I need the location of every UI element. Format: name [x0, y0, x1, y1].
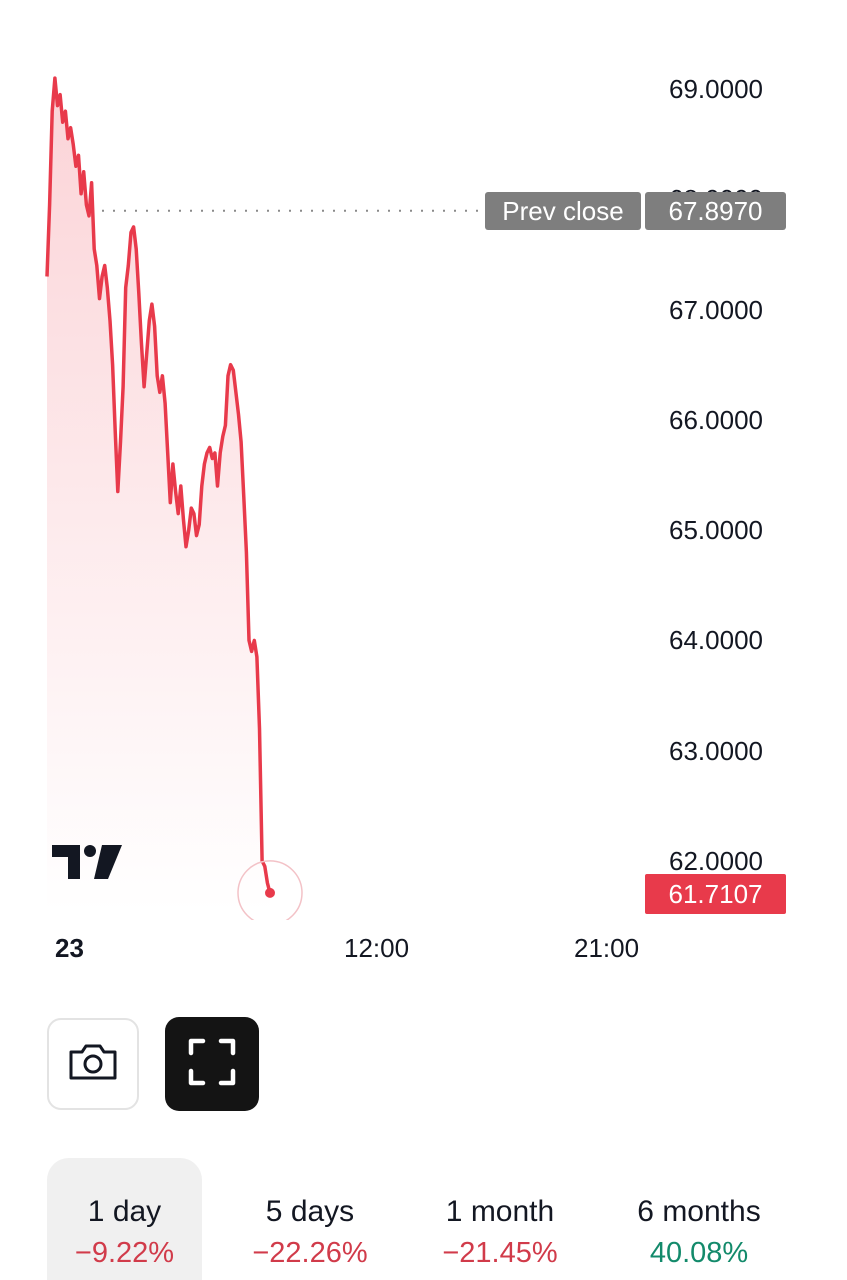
prev-close-label: Prev close	[485, 192, 641, 230]
price-chart[interactable]	[0, 0, 847, 920]
period-tab-1-day[interactable]: 1 day −9.22%	[47, 1158, 202, 1280]
period-label: 6 months	[637, 1195, 761, 1228]
x-tick-label: 21:00	[574, 933, 640, 963]
y-tick-label: 69.0000	[669, 74, 763, 105]
period-tab-5-days[interactable]: 5 days −22.26%	[235, 1158, 385, 1280]
last-point-ring	[237, 860, 303, 920]
y-tick-label: 65.0000	[669, 515, 763, 546]
period-tab-1-month[interactable]: 1 month −21.45%	[419, 1158, 581, 1280]
period-change: −21.45%	[442, 1237, 558, 1269]
period-selector: 1 day −9.22% 5 days −22.26% 1 month −21.…	[47, 1158, 807, 1280]
period-label: 1 day	[87, 1195, 162, 1228]
y-tick-label: 67.0000	[669, 294, 763, 325]
camera-icon	[67, 1042, 119, 1087]
x-tick-label: 23	[55, 933, 84, 963]
y-tick-label: 66.0000	[669, 404, 763, 435]
x-tick-label: 12:00	[344, 933, 410, 963]
period-change: −22.26%	[252, 1237, 368, 1269]
price-area-fill	[47, 78, 270, 913]
y-tick-label: 64.0000	[669, 625, 763, 656]
screenshot-button[interactable]	[47, 1018, 139, 1110]
period-change: −9.22%	[74, 1237, 175, 1269]
fullscreen-button[interactable]	[165, 1017, 259, 1111]
period-label: 5 days	[265, 1195, 355, 1228]
y-tick-label: 63.0000	[669, 735, 763, 766]
prev-close-value: 67.8970	[645, 192, 786, 230]
last-point-dot	[265, 887, 275, 898]
period-label: 1 month	[445, 1195, 555, 1228]
tradingview-logo	[52, 845, 122, 886]
period-change: 40.08%	[649, 1237, 749, 1269]
y-tick-label: 62.0000	[669, 845, 763, 876]
last-price-value: 61.7107	[645, 874, 786, 914]
fullscreen-icon	[188, 1038, 236, 1091]
period-tab-6-months[interactable]: 6 months 40.08%	[614, 1158, 784, 1280]
price-line	[45, 76, 272, 894]
